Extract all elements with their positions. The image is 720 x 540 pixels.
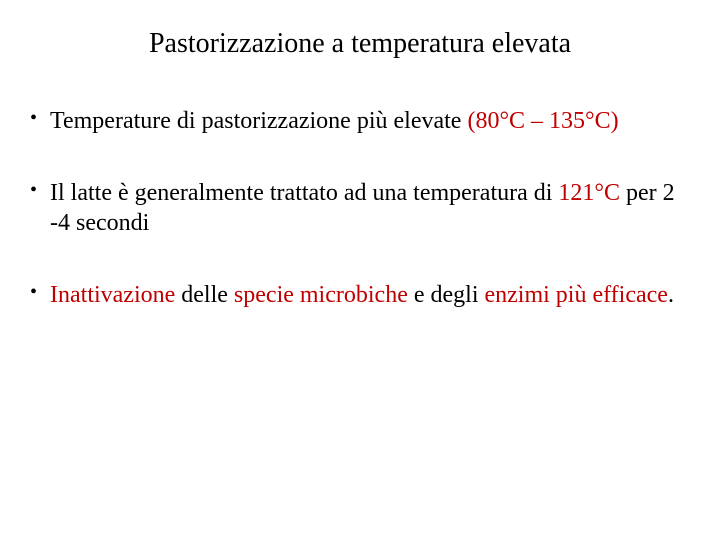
slide: Pastorizzazione a temperatura elevata Te…	[0, 0, 720, 540]
body-text: Il latte è generalmente trattato ad una …	[50, 180, 558, 206]
highlight-text: (80°C – 135°C)	[467, 108, 618, 134]
bullet-list: Temperature di pastorizzazione più eleva…	[20, 106, 700, 310]
body-text: e degli	[408, 282, 485, 308]
slide-title: Pastorizzazione a temperatura elevata	[20, 28, 700, 60]
highlight-text: Inattivazione	[50, 282, 175, 308]
body-text: Temperature di pastorizzazione più eleva…	[50, 108, 467, 134]
list-item: Il latte è generalmente trattato ad una …	[28, 178, 692, 238]
list-item: Temperature di pastorizzazione più eleva…	[28, 106, 692, 136]
highlight-text: specie microbiche	[234, 282, 408, 308]
body-text: delle	[175, 282, 234, 308]
highlight-text: enzimi più efficace	[484, 282, 667, 308]
list-item: Inattivazione delle specie microbiche e …	[28, 280, 692, 310]
highlight-text: 121°C	[558, 180, 620, 206]
body-text: .	[668, 282, 674, 308]
